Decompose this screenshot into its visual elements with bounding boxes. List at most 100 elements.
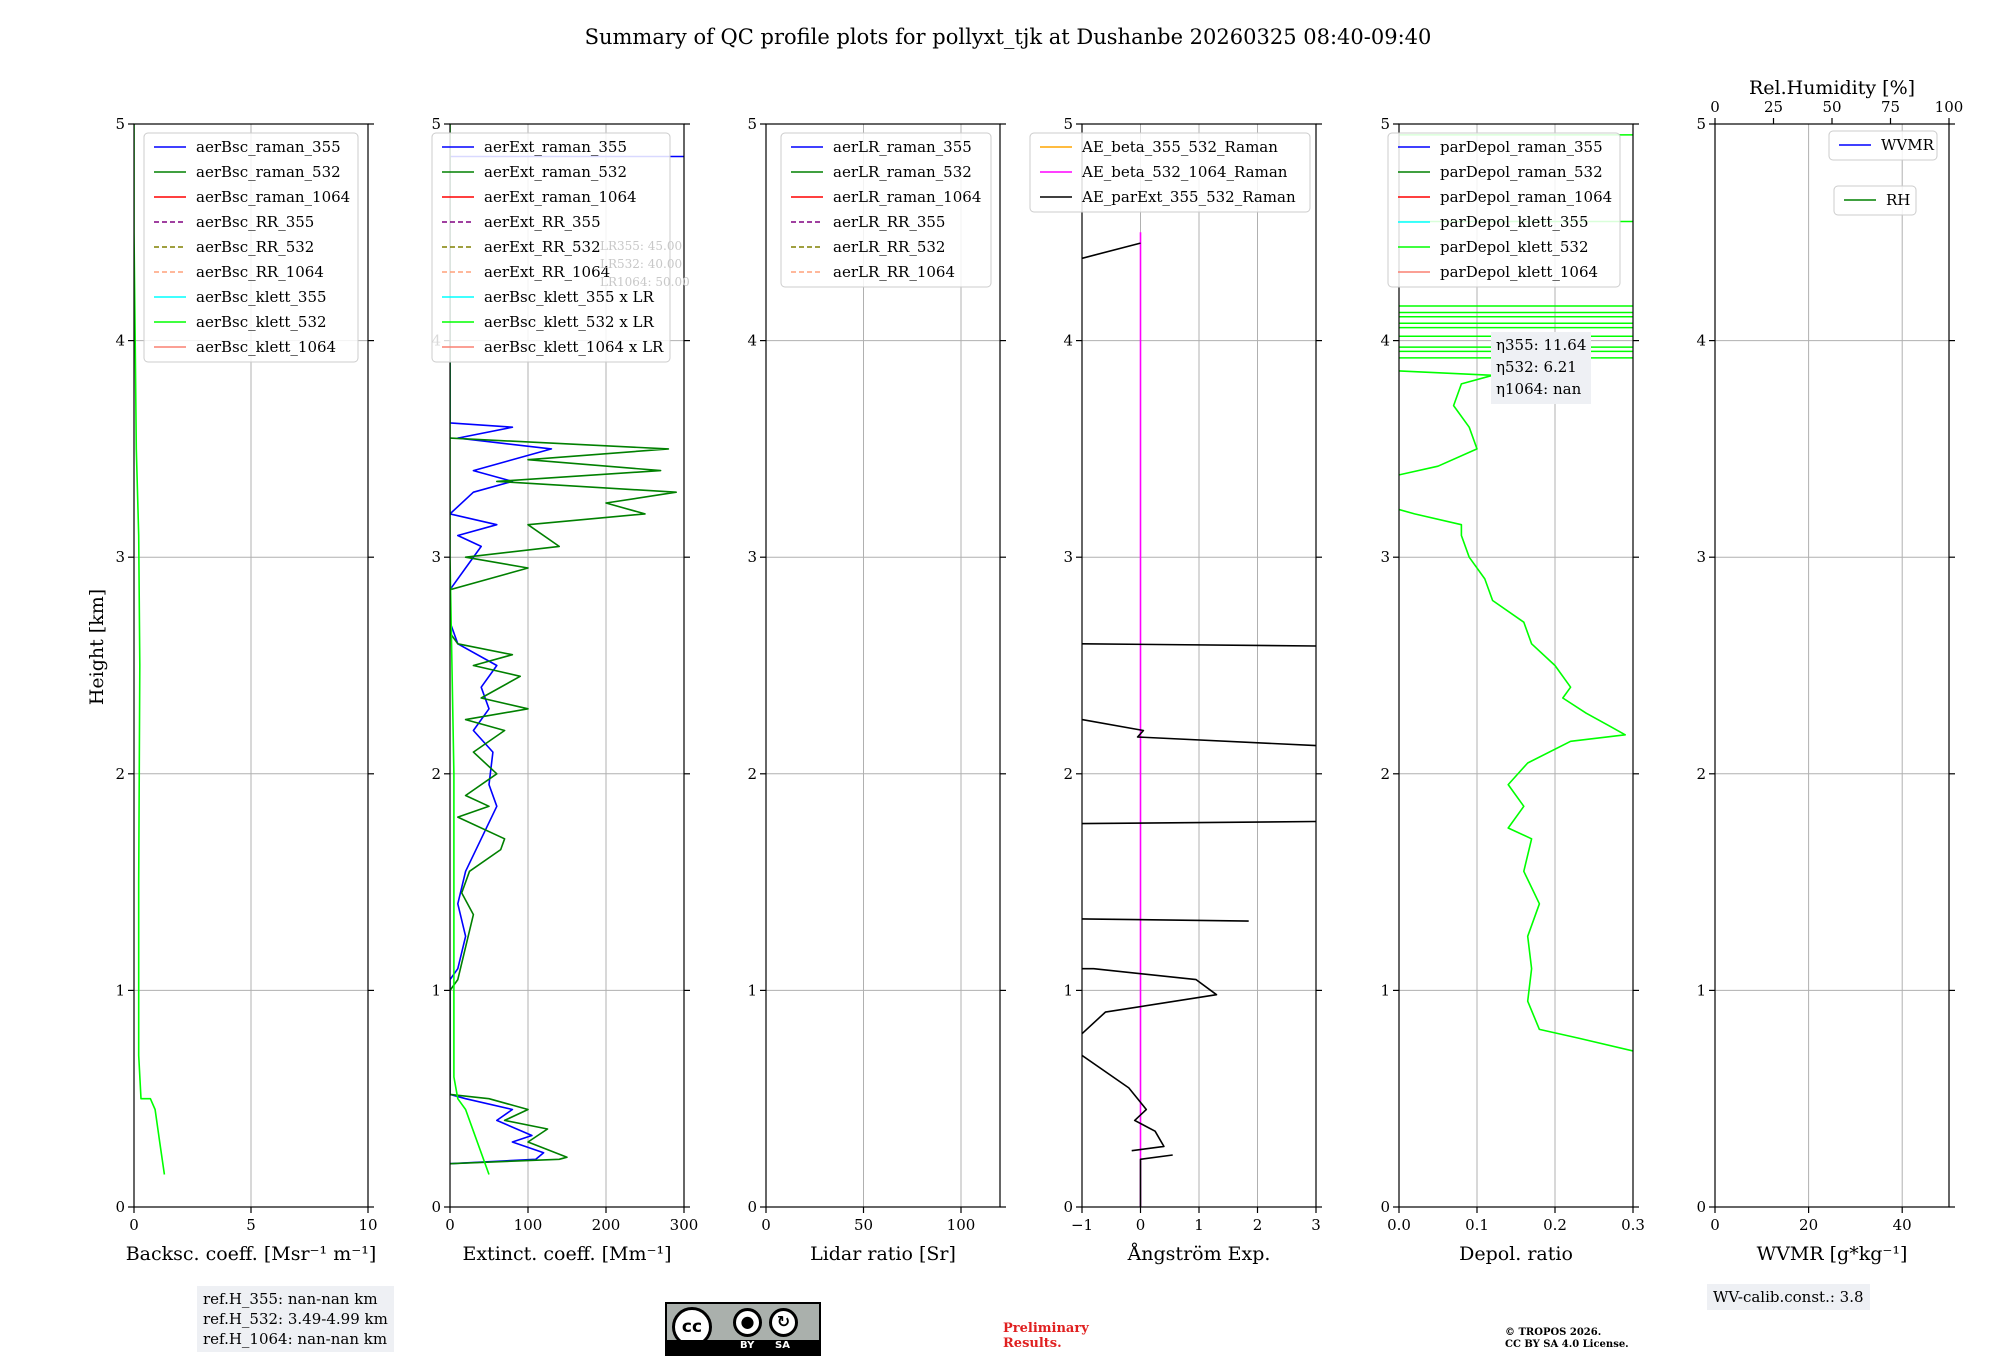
legend-entry: aerExt_raman_355 — [484, 138, 627, 156]
panel-depol: 0 1 2 3 4 5 0.0 0.1 0.2 0.3 Depol. ratio parDepol_r… — [1380, 115, 1644, 1265]
eta-note: η1064: nan — [1496, 380, 1582, 398]
legend-entry: aerLR_RR_355 — [833, 213, 945, 231]
y-tick-label: 5 — [1380, 115, 1390, 133]
legend-entry: aerExt_raman_532 — [484, 163, 627, 181]
legend-entry: parDepol_raman_1064 — [1440, 188, 1612, 206]
y-tick-label: 4 — [1696, 332, 1706, 350]
legend: AE_beta_355_532_Raman AE_beta_532_1064_Ra… — [1029, 132, 1311, 213]
legend-entry: aerBsc_klett_1064 x LR — [484, 338, 664, 356]
y-tick-label: 2 — [1380, 765, 1390, 783]
series-aerExt_raman_532 — [450, 437, 678, 1165]
legend-entry: aerLR_raman_1064 — [833, 188, 981, 206]
legend-entry: aerBsc_klett_355 x LR — [484, 288, 655, 306]
legend-entry: aerBsc_klett_1064 — [196, 338, 336, 356]
x-tick-label: 1 — [1194, 1216, 1204, 1234]
legend-entry: aerLR_raman_355 — [833, 138, 972, 156]
y-tick-label: 5 — [1696, 115, 1706, 133]
x-tick-label: 10 — [358, 1216, 377, 1234]
x-tick-label: −1 — [1071, 1216, 1093, 1234]
y-tick-label: 2 — [1063, 765, 1073, 783]
y-tick-label: 3 — [115, 548, 125, 566]
y-axis-label: Height [km] — [86, 589, 108, 705]
legend-entry: aerLR_RR_532 — [833, 238, 945, 256]
panel-backscatter: 0 1 2 3 4 5 0 5 10 Backsc. coeff. [Msr⁻¹ m⁻¹] aerB… — [115, 115, 377, 1265]
legend-frame — [143, 132, 359, 363]
y-tick-label: 1 — [1696, 981, 1706, 999]
eta-notes-bg — [1491, 332, 1591, 404]
legend-entry: parDepol_klett_355 — [1440, 213, 1589, 231]
x-tick-label: 100 — [947, 1216, 976, 1234]
series-parDepol_klett_532 — [1399, 508, 1633, 1052]
y-tick-label: 2 — [1696, 765, 1706, 783]
legend-frame — [431, 132, 671, 363]
x-axis-label: Backsc. coeff. [Msr⁻¹ m⁻¹] — [126, 1243, 377, 1265]
legend-entry: aerExt_RR_532 — [484, 238, 601, 256]
legend-entry: AE_parExt_355_532_Raman — [1081, 188, 1296, 206]
x-tick-label: 0.3 — [1621, 1216, 1645, 1234]
legend-entry: aerExt_RR_355 — [484, 213, 601, 231]
series-AE_parExt_355_532_Raman — [1082, 820, 1316, 825]
y-tick-label: 5 — [115, 115, 125, 133]
y-tick-label: 3 — [1063, 548, 1073, 566]
cc-license-badge: cc ● ↻ BY SA — [665, 1302, 821, 1356]
y-tick-label: 5 — [747, 115, 757, 133]
legend-entry: aerBsc_klett_532 x LR — [484, 313, 655, 331]
axes-frame — [765, 123, 1001, 1208]
x-tick-label: 0 — [1710, 1216, 1720, 1234]
x-tick-label: 2 — [1253, 1216, 1263, 1234]
wv-calibration-box: WV-calib.const.: 3.8 — [1707, 1284, 1870, 1310]
axes-frame — [1714, 123, 1950, 1208]
y-tick-label: 4 — [1380, 332, 1390, 350]
lidar-ratio-note: LR1064: 50.00 — [600, 275, 690, 289]
legend-entry: aerBsc_klett_355 — [196, 288, 327, 306]
legend-entry: aerBsc_raman_355 — [196, 138, 341, 156]
y-tick-label: 1 — [747, 981, 757, 999]
legend-entry: AE_beta_355_532_Raman — [1081, 138, 1278, 156]
legend-entry: aerExt_raman_1064 — [484, 188, 637, 206]
y-tick-label: 5 — [1063, 115, 1073, 133]
legend: parDepol_raman_355 parDepol_raman_532 parD… — [1387, 132, 1621, 288]
x-tick-label: 100 — [514, 1216, 543, 1234]
x-axis-label: Depol. ratio — [1459, 1243, 1573, 1265]
x-tick-label: 40 — [1893, 1216, 1912, 1234]
series-AE_parExt_355_532_Raman — [1139, 1154, 1173, 1207]
top-x-tick-label: 50 — [1822, 98, 1841, 116]
eta-notes-box: η355: 11.64 η532: 6.21 η1064: nan — [1491, 332, 1591, 404]
preliminary-results-note: Preliminary Results. — [1003, 1321, 1089, 1351]
y-tick-label: 1 — [1380, 981, 1390, 999]
series-parDepol_klett_532 — [1399, 370, 1494, 476]
legend-entry: parDepol_raman_532 — [1440, 163, 1603, 181]
series-AE_parExt_355_532_Raman — [1082, 643, 1316, 647]
panel-extinction: 0123450100200300Extinct. coeff. [Mm⁻¹]ae… — [431, 115, 698, 1265]
x-axis-label: Extinct. coeff. [Mm⁻¹] — [462, 1243, 671, 1265]
legend-entry: parDepol_klett_532 — [1440, 238, 1589, 256]
lidar-ratio-note: LR532: 40.00 — [600, 257, 682, 271]
series-aerBsc_klett_532 — [134, 124, 166, 1175]
y-tick-label: 1 — [431, 981, 441, 999]
y-tick-label: 3 — [1696, 548, 1706, 566]
y-tick-label: 0 — [1063, 1198, 1073, 1216]
y-tick-label: 4 — [747, 332, 757, 350]
legend-entry: aerBsc_RR_1064 — [196, 263, 324, 281]
eta-note: η532: 6.21 — [1496, 358, 1577, 376]
legend-frame — [1387, 132, 1621, 288]
legend-entry: aerBsc_RR_532 — [196, 238, 314, 256]
cc-by-label: BY — [740, 1340, 755, 1351]
legend-frame — [1828, 130, 1938, 161]
top-axis-label: Rel.Humidity [%] — [1749, 77, 1915, 99]
x-tick-label: 300 — [670, 1216, 699, 1234]
y-tick-label: 3 — [431, 548, 441, 566]
axes-frame — [1398, 123, 1634, 1208]
eta-note: η355: 11.64 — [1496, 336, 1586, 354]
legend-entry: aerLR_raman_532 — [833, 163, 972, 181]
wv-calib-constant: WV-calib.const.: 3.8 — [1713, 1288, 1864, 1306]
x-tick-label: 0 — [129, 1216, 139, 1234]
ref-height-1064: ref.H_1064: nan-nan km — [203, 1330, 388, 1348]
legend-entry: parDepol_raman_355 — [1440, 138, 1603, 156]
y-tick-label: 5 — [431, 115, 441, 133]
y-tick-label: 4 — [1063, 332, 1073, 350]
x-tick-label: 0.1 — [1465, 1216, 1489, 1234]
